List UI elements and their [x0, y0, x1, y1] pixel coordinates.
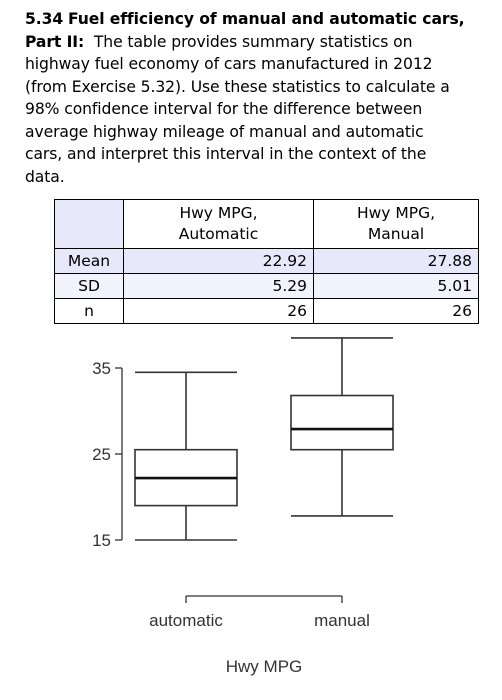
cell-manual: 27.88 [313, 248, 479, 274]
table-row: n 26 26 [54, 298, 479, 324]
row-label: SD [54, 273, 124, 299]
cell-automatic: 5.29 [123, 273, 314, 299]
header-manual: Hwy MPG, Manual [313, 199, 479, 249]
header-automatic-line1: Hwy MPG, [179, 204, 258, 222]
header-manual-line1: Hwy MPG, [356, 204, 436, 222]
table-row: Mean 22.92 27.88 [54, 248, 479, 274]
row-label: Mean [54, 248, 124, 274]
table-header-row: Hwy MPG, Automatic Hwy MPG, Manual [54, 199, 479, 249]
x-tick-label: manual [314, 611, 370, 630]
header-automatic: Hwy MPG, Automatic [123, 199, 314, 249]
problem-text-4: 98% confidence interval for the differen… [25, 100, 423, 118]
box-manual-iqr-box [290, 394, 394, 451]
problem-line-1: 5.34 Fuel efficiency of manual and autom… [25, 8, 495, 31]
table-row: SD 5.29 5.01 [54, 273, 479, 299]
y-tick-label: 35 [92, 359, 111, 378]
header-manual-line2: Manual [367, 225, 425, 243]
problem-text-1: The table provides summary statistics on [93, 32, 413, 51]
cell-automatic: 22.92 [123, 248, 314, 274]
summary-statistics-table: Hwy MPG, Automatic Hwy MPG, Manual Mean … [54, 199, 479, 324]
problem-part: Part II: [25, 32, 85, 51]
cell-automatic: 26 [123, 298, 314, 324]
problem-text-7: data. [25, 167, 65, 186]
problem-number: 5.34 [25, 10, 64, 28]
row-label: n [54, 298, 124, 324]
problem-text-5: average highway mileage of manual and au… [25, 122, 424, 141]
problem-text-2: highway fuel economy of cars manufacture… [25, 55, 433, 73]
cell-manual: 26 [313, 298, 479, 324]
header-automatic-line2: Automatic [178, 225, 259, 243]
cell-manual: 5.01 [313, 273, 479, 299]
y-tick-label: 15 [92, 531, 111, 550]
problem-text-3: (from Exercise 5.32). Use these statisti… [25, 77, 450, 96]
problem-title: Fuel efficiency of manual and automatic … [67, 10, 465, 28]
problem-statement: 5.34 Fuel efficiency of manual and autom… [25, 8, 495, 188]
table-corner-cell [54, 199, 124, 249]
problem-text-6: cars, and interpret this interval in the… [25, 145, 427, 163]
problem-line-2: Part II: The table provides summary stat… [25, 31, 495, 54]
x-tick-label: automatic [149, 611, 223, 630]
x-axis-title: Hwy MPG [226, 657, 303, 676]
y-tick-label: 25 [92, 445, 111, 464]
